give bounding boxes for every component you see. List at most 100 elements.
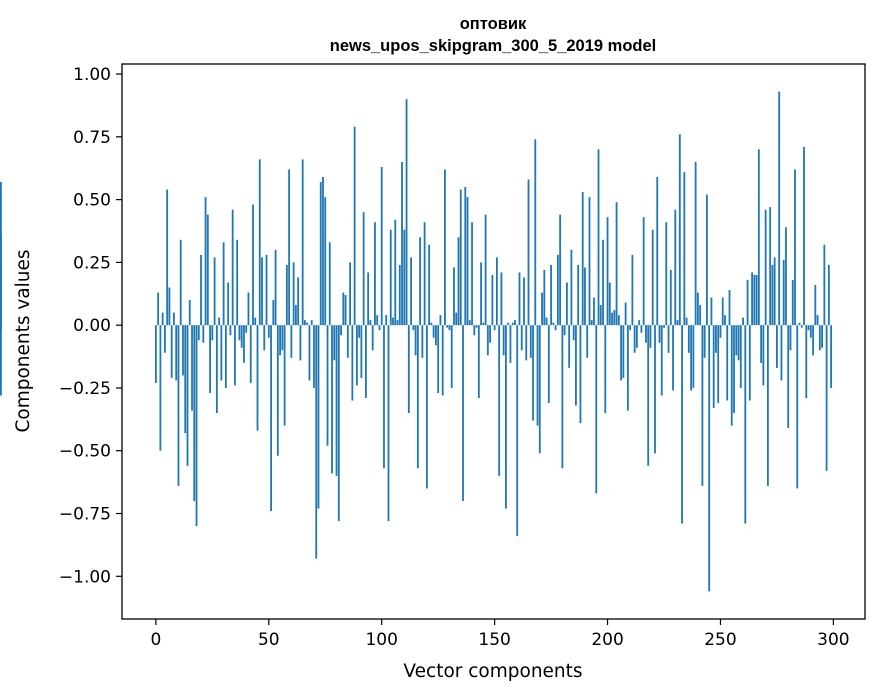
bar-component-77 (328, 242, 331, 326)
bar-component-196 (597, 149, 600, 326)
bar-component-16 (191, 325, 193, 411)
bar-component-273 (771, 264, 774, 326)
bar-component-295 (821, 325, 823, 348)
bar-component-187 (577, 264, 580, 326)
bar-component-117 (419, 237, 422, 326)
bar-component-156 (507, 322, 510, 326)
x-tick-label: 250 (704, 630, 736, 650)
bar-component-274 (773, 257, 776, 326)
x-tick-label: 100 (365, 630, 397, 650)
bar-component-218 (647, 325, 650, 466)
bar-component-80 (335, 325, 338, 476)
bar-component-241 (699, 305, 702, 326)
bar-component-118 (421, 325, 424, 358)
bar-component-167 (532, 325, 534, 421)
bar-component-158 (511, 322, 514, 326)
bar-component-18 (195, 325, 198, 527)
bar-component-153 (500, 272, 503, 326)
bar-component-70 (313, 325, 315, 388)
bar-component-246 (710, 297, 713, 326)
bar-component-59 (288, 169, 291, 326)
bar-component-75 (324, 197, 327, 326)
bar-component-297 (825, 325, 828, 471)
bar-component-111 (405, 99, 408, 326)
bar-component-136 (462, 325, 464, 501)
bar-component-120 (425, 325, 428, 489)
bar-component-31 (224, 325, 227, 388)
bar-component-249 (717, 325, 720, 404)
bar-component-215 (640, 325, 643, 333)
bar-component-67 (306, 322, 309, 326)
bar-component-190 (584, 267, 586, 326)
bar-component-169 (536, 325, 539, 426)
bar-component-292 (814, 285, 817, 326)
bar-component-240 (696, 292, 699, 326)
bar-component-66 (304, 320, 306, 326)
bar-component-164 (525, 325, 528, 361)
bar-component-128 (444, 169, 446, 326)
bar-component-277 (780, 325, 783, 381)
y-tick-label: 0.50 (73, 191, 111, 211)
bar-component-148 (489, 325, 492, 343)
bar-component-270 (764, 209, 767, 326)
bar-component-189 (581, 192, 584, 326)
bar-component-248 (715, 325, 717, 353)
bar-component-35 (234, 325, 236, 386)
bar-component-171 (541, 292, 543, 326)
bar-component-83 (342, 292, 345, 326)
bar-component-61 (292, 262, 295, 326)
bar-component-113 (410, 257, 412, 326)
bar-component-69 (310, 320, 313, 326)
bar-component-253 (726, 325, 729, 401)
bar-component-122 (430, 322, 433, 326)
bar-component-230 (674, 209, 677, 326)
bar-component-144 (480, 262, 482, 326)
bar-component-54 (276, 325, 279, 456)
y-tick-label: −0.25 (59, 379, 111, 399)
bar-component-90 (358, 325, 361, 338)
bar-component-undefined (0, 325, 2, 333)
bar-component-267 (757, 149, 760, 326)
bar-component-138 (466, 197, 469, 326)
bar-component-38 (240, 325, 243, 348)
bar-component-133 (455, 312, 458, 326)
bar-component-155 (505, 325, 507, 509)
bar-component-89 (355, 325, 358, 386)
bar-component-37 (238, 325, 241, 341)
bar-component-261 (744, 325, 747, 524)
bar-component-276 (778, 91, 781, 326)
bar-component-39 (243, 325, 245, 363)
y-tick-label: 0.25 (73, 253, 111, 273)
bar-component-233 (681, 325, 683, 524)
bar-component-231 (676, 320, 679, 326)
bar-component-15 (188, 300, 191, 326)
bar-component-229 (672, 325, 674, 391)
bar-component-242 (701, 325, 704, 486)
bar-component-106 (394, 219, 397, 326)
bar-component-62 (294, 305, 297, 326)
bar-component-10 (177, 325, 180, 486)
bar-component-185 (572, 325, 575, 341)
x-tick-label: 200 (591, 630, 623, 650)
bar-component-12 (182, 325, 184, 376)
bar-component-235 (685, 317, 688, 326)
bar-component-244 (706, 194, 708, 326)
bar-component-17 (193, 325, 196, 501)
bar-component-27 (215, 325, 218, 414)
bar-component-4 (164, 325, 166, 353)
bar-component-192 (588, 197, 591, 326)
bar-component-22 (204, 197, 207, 326)
bar-component-172 (543, 269, 546, 326)
bar-component-221 (654, 325, 656, 454)
bar-component-286 (800, 325, 803, 328)
bar-component-184 (570, 249, 573, 326)
bar-component-14 (186, 325, 189, 466)
bar-component-86 (349, 262, 351, 326)
bar-component-53 (274, 249, 277, 326)
x-tick-label: 150 (478, 630, 510, 650)
bar-component-101 (383, 325, 385, 469)
bar-component-226 (665, 222, 668, 326)
bar-component-288 (805, 325, 808, 399)
bar-component-142 (475, 325, 478, 328)
